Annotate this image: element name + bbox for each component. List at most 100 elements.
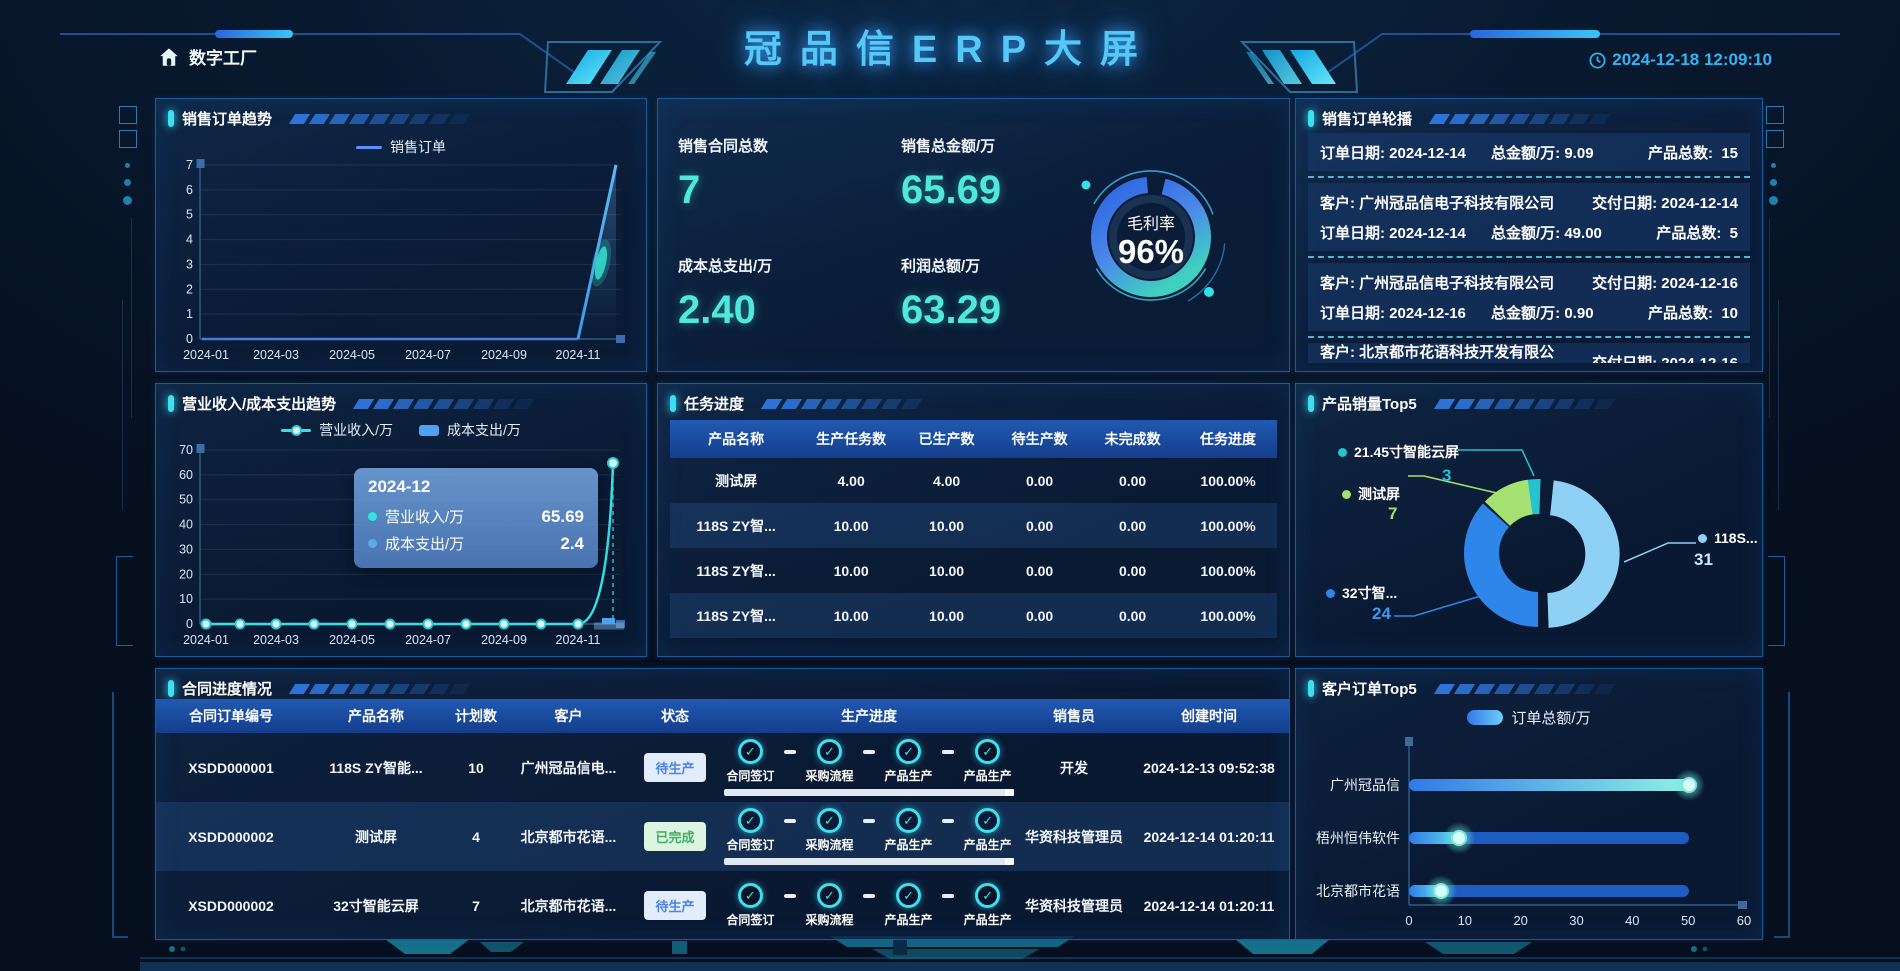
step-connector (941, 894, 955, 898)
check-icon: ✓ (816, 808, 842, 833)
title-hatch-decoration (1433, 398, 1615, 409)
deco-square (1766, 130, 1784, 148)
col-header: 待生产数 (1011, 431, 1068, 447)
sales-trend-legend: 销售订单 (156, 137, 646, 157)
panel-customer-top5: 客户订单Top5 订单总额/万 (1295, 668, 1763, 940)
svg-text:7: 7 (186, 158, 193, 172)
deco-line (122, 300, 123, 510)
panel-task-progress: 任务进度 产品名称 生产任务数 已生产数 待生产数 未完成数 任务进度 测试屏 4… (657, 383, 1290, 657)
y-axis-labels: 70 60 50 40 30 20 10 0 (179, 443, 193, 631)
title-accent-bar (168, 110, 174, 127)
slice-test (1484, 479, 1533, 526)
task-table: 产品名称 生产任务数 已生产数 待生产数 未完成数 任务进度 测试屏 4.00 4… (670, 420, 1277, 638)
svg-text:50: 50 (1681, 913, 1695, 928)
kpi-sales-amount: 销售总金额/万 65.69 (901, 135, 1001, 213)
sales-trend-chart: 76 54 32 10 2024-01 2024-03 2024-05 2024-0… (183, 158, 625, 362)
glow-marker (594, 246, 608, 280)
chart-tooltip: 2024-12 营业收入/万 65.69 成本支出/万 2.4 (354, 468, 598, 568)
svg-text:20: 20 (1513, 913, 1527, 928)
contract-row: XSDD000001 118S ZY智能... 10 广州冠品信电... 待生产… (156, 733, 1289, 802)
deco-dot (1770, 179, 1777, 186)
callout-test (1408, 475, 1502, 495)
panel-title: 客户订单Top5 (1322, 681, 1417, 698)
svg-text:2024-09: 2024-09 (481, 348, 527, 362)
step-connector (862, 750, 876, 754)
svg-text:1: 1 (186, 307, 193, 321)
svg-text:2024-05: 2024-05 (329, 633, 375, 647)
svg-text:5: 5 (186, 208, 193, 222)
svg-text:50: 50 (179, 493, 193, 507)
deliver-label: 交付日期: (1592, 194, 1658, 212)
page-title: 冠品信ERP大屏 (743, 29, 1157, 71)
slice-32 (1464, 503, 1538, 627)
gridlines (200, 164, 620, 315)
kpi-value: 63.29 (901, 288, 1002, 332)
amount: 9.09 (1564, 144, 1594, 162)
panel-contract-progress: 合同进度情况 合同订单编号 产品名称 计划数 客户 状态 生产进度 销售员 创建… (155, 668, 1290, 940)
svg-text:30: 30 (179, 542, 193, 556)
contract-row: XSDD000002 测试屏 4 北京都市花语... 已完成 ✓ 合同签订 ✓ 采购… (156, 802, 1289, 871)
check-icon: ✓ (737, 739, 763, 764)
legend-label: 营业收入/万 (319, 422, 393, 438)
svg-text:20: 20 (179, 567, 193, 581)
panel-revenue-cost-trend: 营业收入/成本支出趋势 营业收入/万 成本支出/万 (155, 383, 647, 657)
deco-bracket (116, 556, 133, 646)
svg-text:40: 40 (179, 518, 193, 532)
legend-line-marker (281, 424, 312, 436)
y-axis-labels: 7 6 5 4 3 2 1 0 (186, 158, 193, 346)
deliver-date: 2024-12-14 (1661, 194, 1738, 212)
panel-title: 营业收入/成本支出趋势 (182, 396, 337, 413)
amount-label: 总金额/万: (1491, 144, 1561, 162)
col-header: 任务进度 (1200, 431, 1257, 447)
deco-bracket (1768, 556, 1785, 646)
x-axis-labels: 0 10 20 30 40 50 60 (1405, 913, 1751, 928)
customer: 广州冠品信电子科技有限公司 (1359, 194, 1555, 212)
donut-value-2145: 3 (1442, 466, 1452, 485)
legend-dot (1342, 489, 1351, 499)
deco-line (1769, 218, 1770, 418)
x-axis-labels: 2024-01 2024-03 2024-05 2024-07 2024-09 202… (183, 633, 600, 647)
carousel-item: 客户: 北京都市花语科技开发有限公司 交付日期: 2024-12-16 (1308, 343, 1750, 363)
title-accent-bar (670, 395, 676, 412)
panel-kpi-summary: 销售合同总数 7 销售总金额/万 65.69 成本总支出/万 2.40 利润总额… (657, 98, 1290, 372)
deliver-date: 2024-12-16 (1661, 354, 1738, 364)
category-labels: 广州冠品信 梧州恒伟软件 北京都市花语 (1316, 777, 1400, 899)
line-rise (576, 164, 618, 340)
tooltip-income-value: 65.69 (541, 506, 584, 526)
svg-text:70: 70 (179, 443, 193, 457)
home-button[interactable]: 数字工厂 (158, 44, 257, 69)
customer-top5-legend: 订单总额/万 (1296, 707, 1762, 728)
svg-text:2024-01: 2024-01 (183, 633, 229, 647)
title-hatch-decoration (353, 398, 535, 409)
amount: 0.90 (1564, 304, 1594, 322)
production-steps: ✓ 合同签订 ✓ 采购流程 ✓ 产品生产 ✓ 产品生产 (719, 883, 1019, 928)
check-icon: ✓ (975, 739, 1001, 764)
callout-2145 (1458, 449, 1535, 477)
task-table-header: 产品名称 生产任务数 已生产数 待生产数 未完成数 任务进度 (670, 420, 1277, 458)
progress-bar (724, 789, 1014, 796)
title-accent-bar (1308, 110, 1314, 127)
donut-label-118s: 118S... (1698, 530, 1758, 546)
cost-bar (602, 618, 615, 624)
title-accent-bar (168, 680, 174, 697)
svg-text:60: 60 (1737, 913, 1751, 928)
col-header: 计划数 (455, 708, 497, 724)
legend-label: 成本支出/万 (447, 422, 521, 438)
production-steps: ✓ 合同签订 ✓ 采购流程 ✓ 产品生产 ✓ 产品生产 (719, 739, 1019, 784)
deco-dot (1771, 163, 1776, 168)
title-hatch-decoration (288, 683, 471, 694)
table-row: 测试屏 4.00 4.00 0.00 0.00 100.00% (715, 472, 1256, 489)
title-hatch-decoration (288, 113, 471, 124)
kpi-label: 成本总支出/万 (678, 258, 773, 275)
title-hatch-decoration (1428, 113, 1611, 124)
product-top5-donut (1394, 449, 1696, 628)
contract-table: 合同订单编号 产品名称 计划数 客户 状态 生产进度 销售员 创建时间 XSDD… (156, 699, 1289, 940)
kpi-cost-total: 成本总支出/万 2.40 (678, 255, 772, 333)
legend-dot (1326, 588, 1335, 598)
check-icon: ✓ (975, 883, 1001, 908)
svg-text:2024-03: 2024-03 (253, 633, 299, 647)
contract-row: XSDD000002 32寸智能云屏 7 北京都市花语... 待生产 ✓ 合同签订… (156, 871, 1289, 940)
kpi-value: 65.69 (901, 168, 1002, 212)
count-label: 产品总数: (1656, 224, 1722, 242)
col-header: 合同订单编号 (189, 708, 273, 724)
